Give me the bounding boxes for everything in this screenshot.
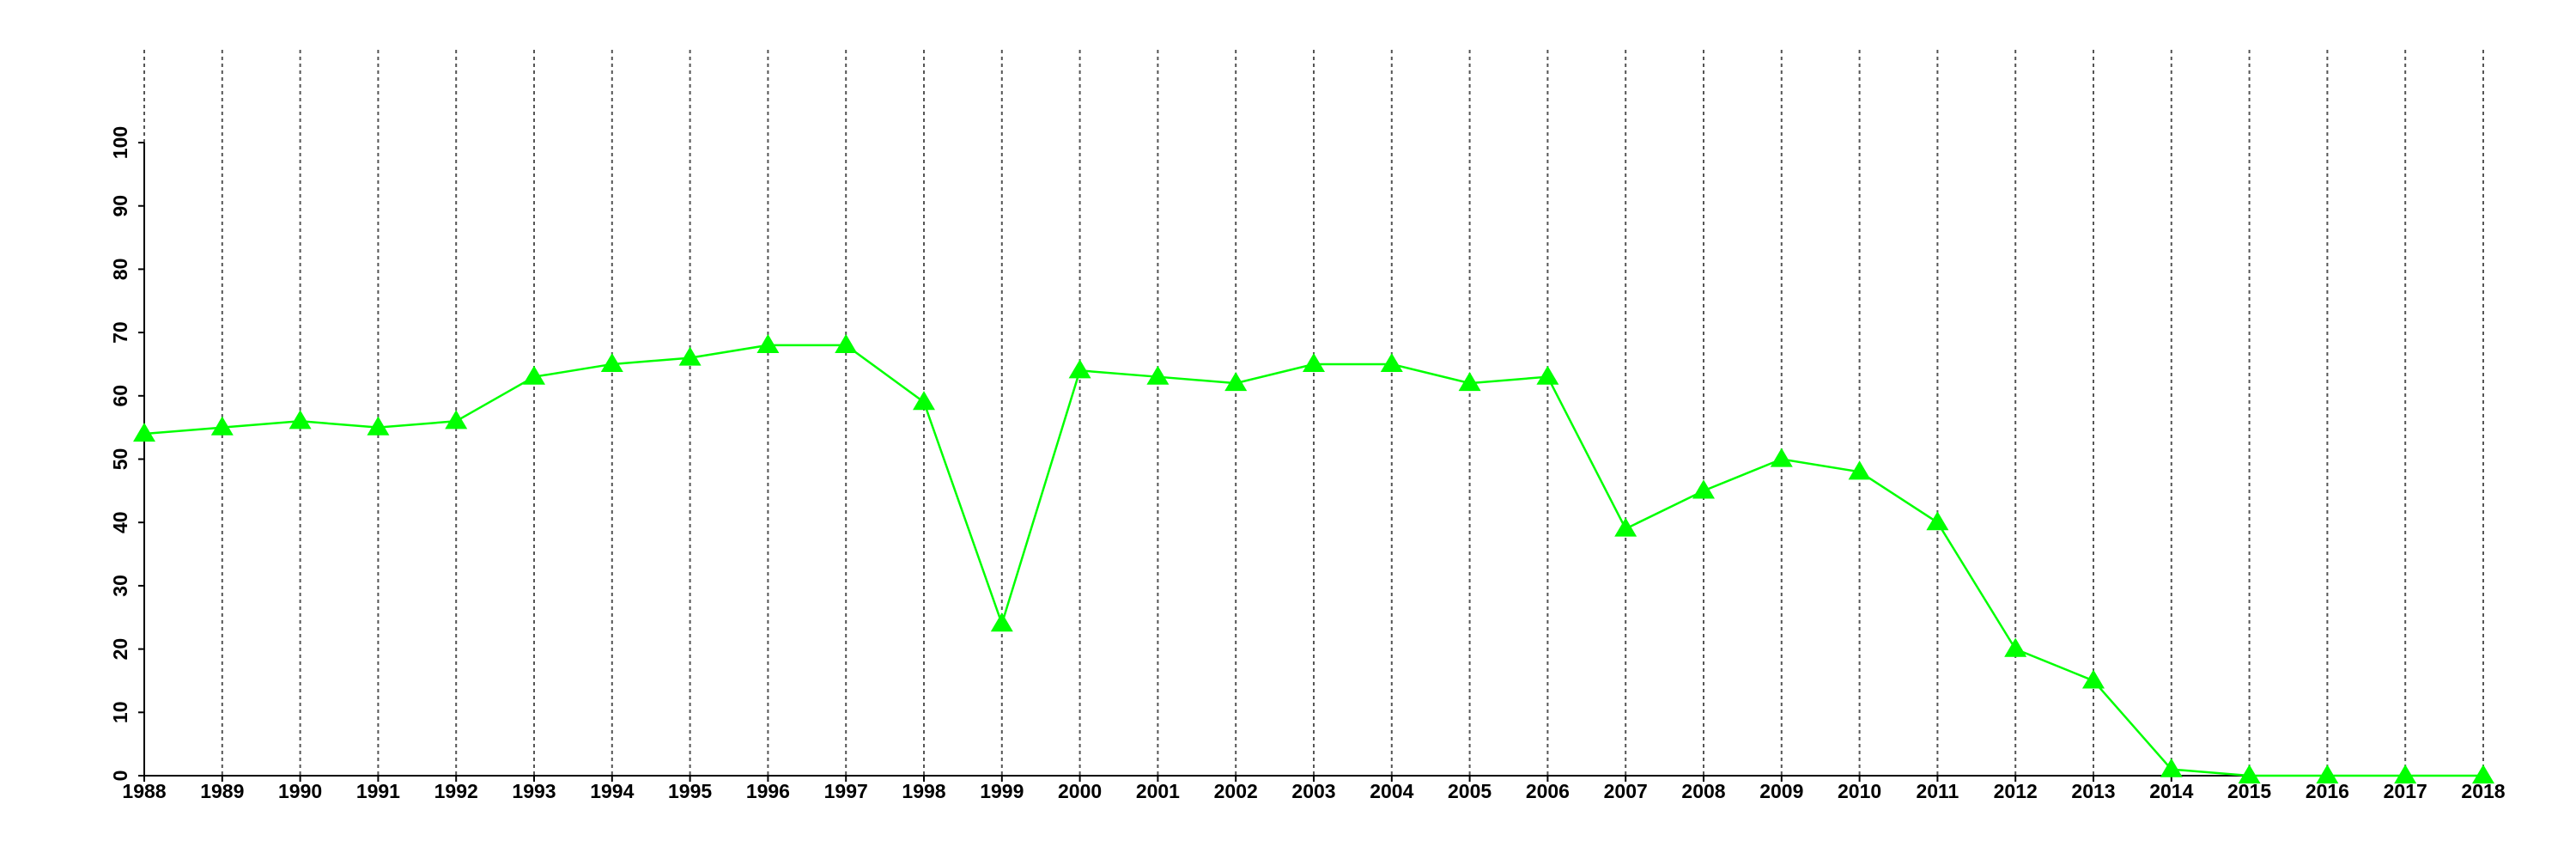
data-point — [756, 333, 780, 353]
x-tick-label: 2001 — [1136, 780, 1180, 802]
data-point — [1770, 448, 1793, 467]
x-tick-label: 2018 — [2461, 780, 2505, 802]
x-tick-label: 2014 — [2149, 780, 2193, 802]
x-tick-label: 2017 — [2384, 780, 2427, 802]
data-point — [1458, 372, 1481, 392]
x-tick-label: 2008 — [1681, 780, 1725, 802]
data-point — [1536, 365, 1559, 385]
data-point — [1068, 359, 1091, 379]
x-tick-label: 1995 — [668, 780, 712, 802]
y-tick-label: 100 — [109, 126, 131, 159]
data-point — [1303, 352, 1325, 373]
x-tick-label: 2015 — [2227, 780, 2271, 802]
x-tick-label: 2003 — [1291, 780, 1335, 802]
x-tick-label: 2009 — [1759, 780, 1803, 802]
y-tick-label: 0 — [109, 771, 131, 782]
data-point — [1692, 479, 1715, 499]
data-point — [2004, 637, 2027, 657]
data-point — [210, 416, 234, 436]
data-point — [289, 410, 312, 430]
y-tick-label: 60 — [109, 385, 131, 407]
data-point — [1146, 365, 1170, 385]
data-point — [445, 410, 468, 430]
y-tick-label: 90 — [109, 195, 131, 217]
y-tick-label: 40 — [109, 511, 131, 533]
x-tick-label: 1992 — [434, 780, 478, 802]
data-point — [835, 333, 858, 353]
x-tick-label: 2005 — [1448, 780, 1492, 802]
data-point — [1614, 517, 1637, 537]
data-point — [2316, 765, 2339, 784]
x-tick-label: 2016 — [2306, 780, 2349, 802]
x-tick-label: 2004 — [1370, 780, 1413, 802]
data-point — [367, 416, 390, 436]
x-tick-label: 2007 — [1604, 780, 1648, 802]
x-tick-label: 2010 — [1838, 780, 1881, 802]
data-point — [2472, 765, 2494, 784]
x-tick-label: 1990 — [278, 780, 322, 802]
x-tick-label: 2000 — [1058, 780, 1102, 802]
data-point — [1926, 511, 1949, 531]
x-tick-label: 1996 — [746, 780, 790, 802]
x-tick-label: 2011 — [1916, 780, 1959, 802]
x-tick-label: 1999 — [980, 780, 1024, 802]
data-point — [133, 423, 155, 442]
data-point — [2082, 669, 2105, 689]
data-point — [2160, 758, 2183, 777]
x-tick-label: 1994 — [590, 780, 634, 802]
x-tick-label: 1991 — [356, 780, 400, 802]
data-point — [600, 352, 623, 373]
data-point — [913, 391, 935, 411]
y-tick-label: 20 — [109, 638, 131, 661]
data-point — [990, 612, 1013, 632]
data-point — [2238, 765, 2261, 784]
data-point — [2394, 765, 2417, 784]
y-tick-label: 10 — [109, 702, 131, 724]
x-tick-label: 2002 — [1214, 780, 1258, 802]
x-tick-label: 1997 — [824, 780, 868, 802]
data-point — [1224, 372, 1248, 392]
y-tick-label: 80 — [109, 259, 131, 281]
x-tick-label: 1993 — [512, 780, 556, 802]
y-tick-label: 70 — [109, 321, 131, 344]
x-tick-label: 2012 — [1994, 780, 2038, 802]
y-tick-label: 30 — [109, 575, 131, 597]
x-tick-label: 2006 — [1526, 780, 1570, 802]
x-tick-label: 1998 — [902, 780, 945, 802]
x-tick-label: 2013 — [2071, 780, 2115, 802]
data-point — [1380, 352, 1403, 373]
x-tick-label: 1989 — [200, 780, 244, 802]
data-point — [523, 365, 545, 385]
y-tick-label: 50 — [109, 448, 131, 471]
data-point — [678, 346, 702, 366]
data-point — [1848, 460, 1871, 480]
x-tick-label: 1988 — [122, 780, 166, 802]
